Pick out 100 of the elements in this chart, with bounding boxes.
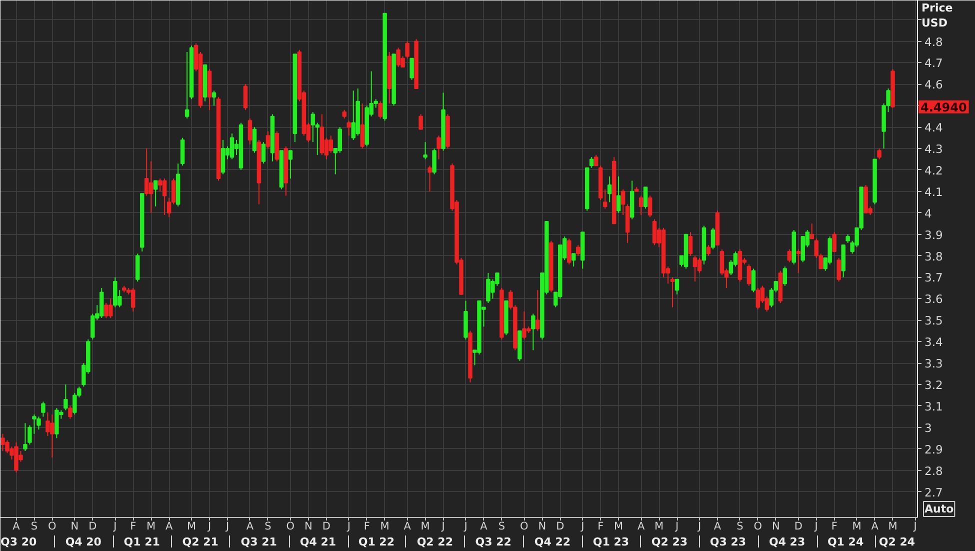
y-tick-label: 2.9 — [924, 442, 943, 456]
x-tick-label: J — [463, 520, 468, 532]
x-tick-label: N — [772, 520, 780, 532]
candlestick — [810, 223, 814, 240]
candlestick — [220, 139, 226, 175]
y-tick-label: 3.3 — [924, 356, 943, 371]
x-tick-label: M — [888, 520, 898, 532]
candlestick — [751, 268, 756, 293]
x-tick-label: J — [674, 520, 679, 532]
candlestick — [782, 266, 788, 286]
candlestick — [346, 120, 351, 136]
x-tick-label: N — [70, 520, 79, 532]
x-tick-label: J — [912, 520, 917, 532]
candlestick — [261, 142, 266, 164]
candlestick — [620, 188, 626, 216]
x-tick-label: N — [538, 520, 546, 532]
y-tick-label: 3.4 — [924, 335, 943, 350]
x2-tick-label: Q3 22 — [475, 536, 512, 548]
candlestick — [710, 227, 716, 250]
candlestick — [68, 405, 72, 420]
x-tick-label: J — [224, 520, 230, 532]
x-tick-label: J — [112, 520, 117, 532]
candlestick — [877, 148, 882, 160]
candlestick — [602, 188, 608, 210]
candlestick — [162, 178, 167, 216]
x2-tick-label: Q4 20 — [65, 536, 102, 548]
x-tick-label: A — [871, 520, 880, 532]
y-tick-label: 4.1 — [924, 184, 943, 199]
candlestick — [756, 287, 760, 310]
x-tick-label: J — [696, 520, 702, 532]
candlestick — [423, 142, 428, 160]
y-tick-label: 4.6 — [924, 78, 943, 92]
candlestick — [248, 118, 252, 145]
x-tick-label: M — [146, 520, 156, 532]
candlestick — [787, 248, 792, 263]
candlestick — [688, 232, 693, 256]
candlestick — [567, 238, 572, 265]
x-tick-label: J — [346, 520, 350, 532]
x2-tick-label: Q2 24 — [878, 536, 916, 548]
x-tick-label: O — [520, 520, 528, 532]
candlestick — [428, 165, 432, 192]
candlestick — [572, 253, 576, 268]
x-tick-label: A — [12, 520, 21, 532]
x-tick-label: M — [614, 520, 624, 532]
candlestick — [135, 253, 140, 282]
candlestick — [410, 58, 414, 80]
y-axis-title: Price USD — [922, 2, 953, 30]
x2-tick-label: Q2 21 — [182, 536, 218, 548]
candlestick — [720, 248, 724, 276]
text: Auto — [924, 502, 954, 516]
candlestick — [212, 90, 216, 106]
y-tick-label: 3.5 — [924, 314, 943, 328]
candlestick — [832, 232, 836, 252]
candlestick — [674, 278, 680, 295]
x-tick-label: S — [30, 520, 38, 532]
x-tick-label: J — [206, 520, 212, 532]
x-tick-label: D — [556, 520, 564, 532]
y-tick-label: 3.8 — [924, 249, 943, 264]
candlestick — [692, 255, 698, 282]
x2-tick-label: Q1 23 — [592, 536, 630, 548]
y-tick-label: 4 — [924, 206, 932, 220]
x2-tick-label: Q4 23 — [768, 536, 806, 548]
x-tick-label: M — [380, 520, 390, 532]
x-tick-label: J — [580, 520, 584, 532]
x2-tick-label: Q3 20 — [0, 536, 37, 548]
candlestick — [648, 195, 652, 218]
y-tick-label: 4.4 — [924, 120, 943, 135]
x2-tick-label: Q3 23 — [710, 536, 746, 548]
y-tick-label: 2.8 — [924, 464, 943, 478]
x-tick-label: F — [364, 520, 370, 532]
candlestick — [243, 84, 248, 110]
candlestick — [616, 176, 621, 214]
candlestick — [796, 248, 800, 274]
candlestick — [328, 135, 334, 154]
candlestick — [706, 244, 711, 256]
candlestick — [153, 180, 158, 207]
candlestick — [697, 257, 702, 274]
y-tick-label: 4.7 — [924, 56, 943, 70]
x-tick-label: A — [480, 520, 488, 532]
candlestick — [536, 290, 540, 332]
x-tick-label: S — [736, 520, 744, 532]
candlestick — [594, 154, 598, 166]
y-tick-label: 3.9 — [924, 228, 943, 242]
candlestick — [436, 135, 441, 160]
candlestick — [418, 114, 423, 130]
x2-tick-label: Q3 21 — [240, 536, 277, 548]
y-tick-label: 3.1 — [924, 399, 943, 414]
y-tick-label: 2.7 — [924, 485, 943, 500]
candlestick — [652, 218, 657, 246]
candlestick — [338, 126, 342, 154]
candlestick — [607, 176, 612, 203]
candlestick — [576, 244, 580, 256]
x-tick-label: D — [794, 520, 802, 532]
x2-tick-label: Q2 23 — [651, 536, 688, 548]
candlestick — [531, 313, 536, 351]
candlestick — [41, 401, 46, 418]
candlestick — [836, 257, 841, 282]
candlestick — [746, 264, 752, 286]
candlestick — [144, 148, 149, 196]
y-tick-label: 4.8 — [924, 34, 943, 49]
